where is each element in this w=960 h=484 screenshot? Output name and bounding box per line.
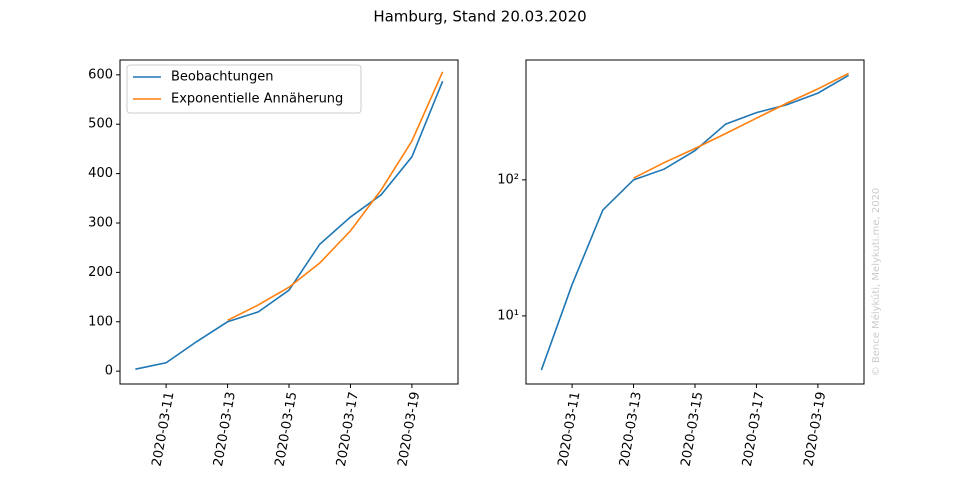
series-line	[633, 72, 849, 179]
y-tick-label: 500	[88, 117, 113, 132]
series-line	[540, 74, 850, 371]
legend-label: Beobachtungen	[171, 70, 274, 85]
y-tick-label: 600	[88, 67, 113, 82]
plot-frame	[119, 59, 459, 385]
watermark: © Bence Mélykúti, Melykuti.me, 2020	[870, 188, 882, 377]
series-line	[227, 71, 444, 322]
x-tick-label: 2020-03-11	[556, 391, 584, 468]
series-line	[135, 80, 444, 370]
legend-box	[126, 64, 362, 114]
y-tick-label: 10¹	[497, 308, 519, 323]
plot-frame	[525, 59, 865, 385]
x-tick-label: 2020-03-13	[211, 391, 239, 468]
x-tick-label: 2020-03-17	[334, 391, 362, 468]
y-tick-label: 10²	[497, 172, 519, 187]
x-tick-label: 2020-03-19	[801, 391, 829, 468]
y-tick-label: 400	[88, 166, 113, 181]
x-tick-label: 2020-03-17	[740, 391, 768, 468]
y-tick-label: 300	[88, 215, 113, 230]
y-tick-label: 0	[105, 364, 113, 379]
y-tick-label: 100	[88, 314, 113, 329]
figure-title: Hamburg, Stand 20.03.2020	[373, 8, 586, 26]
x-tick-label: 2020-03-15	[272, 391, 300, 468]
x-tick-label: 2020-03-13	[617, 391, 645, 468]
legend-label: Exponentielle Annäherung	[171, 92, 343, 107]
x-tick-label: 2020-03-11	[150, 391, 178, 468]
y-tick-label: 200	[88, 265, 113, 280]
x-tick-label: 2020-03-15	[678, 391, 706, 468]
x-tick-label: 2020-03-19	[395, 391, 423, 468]
